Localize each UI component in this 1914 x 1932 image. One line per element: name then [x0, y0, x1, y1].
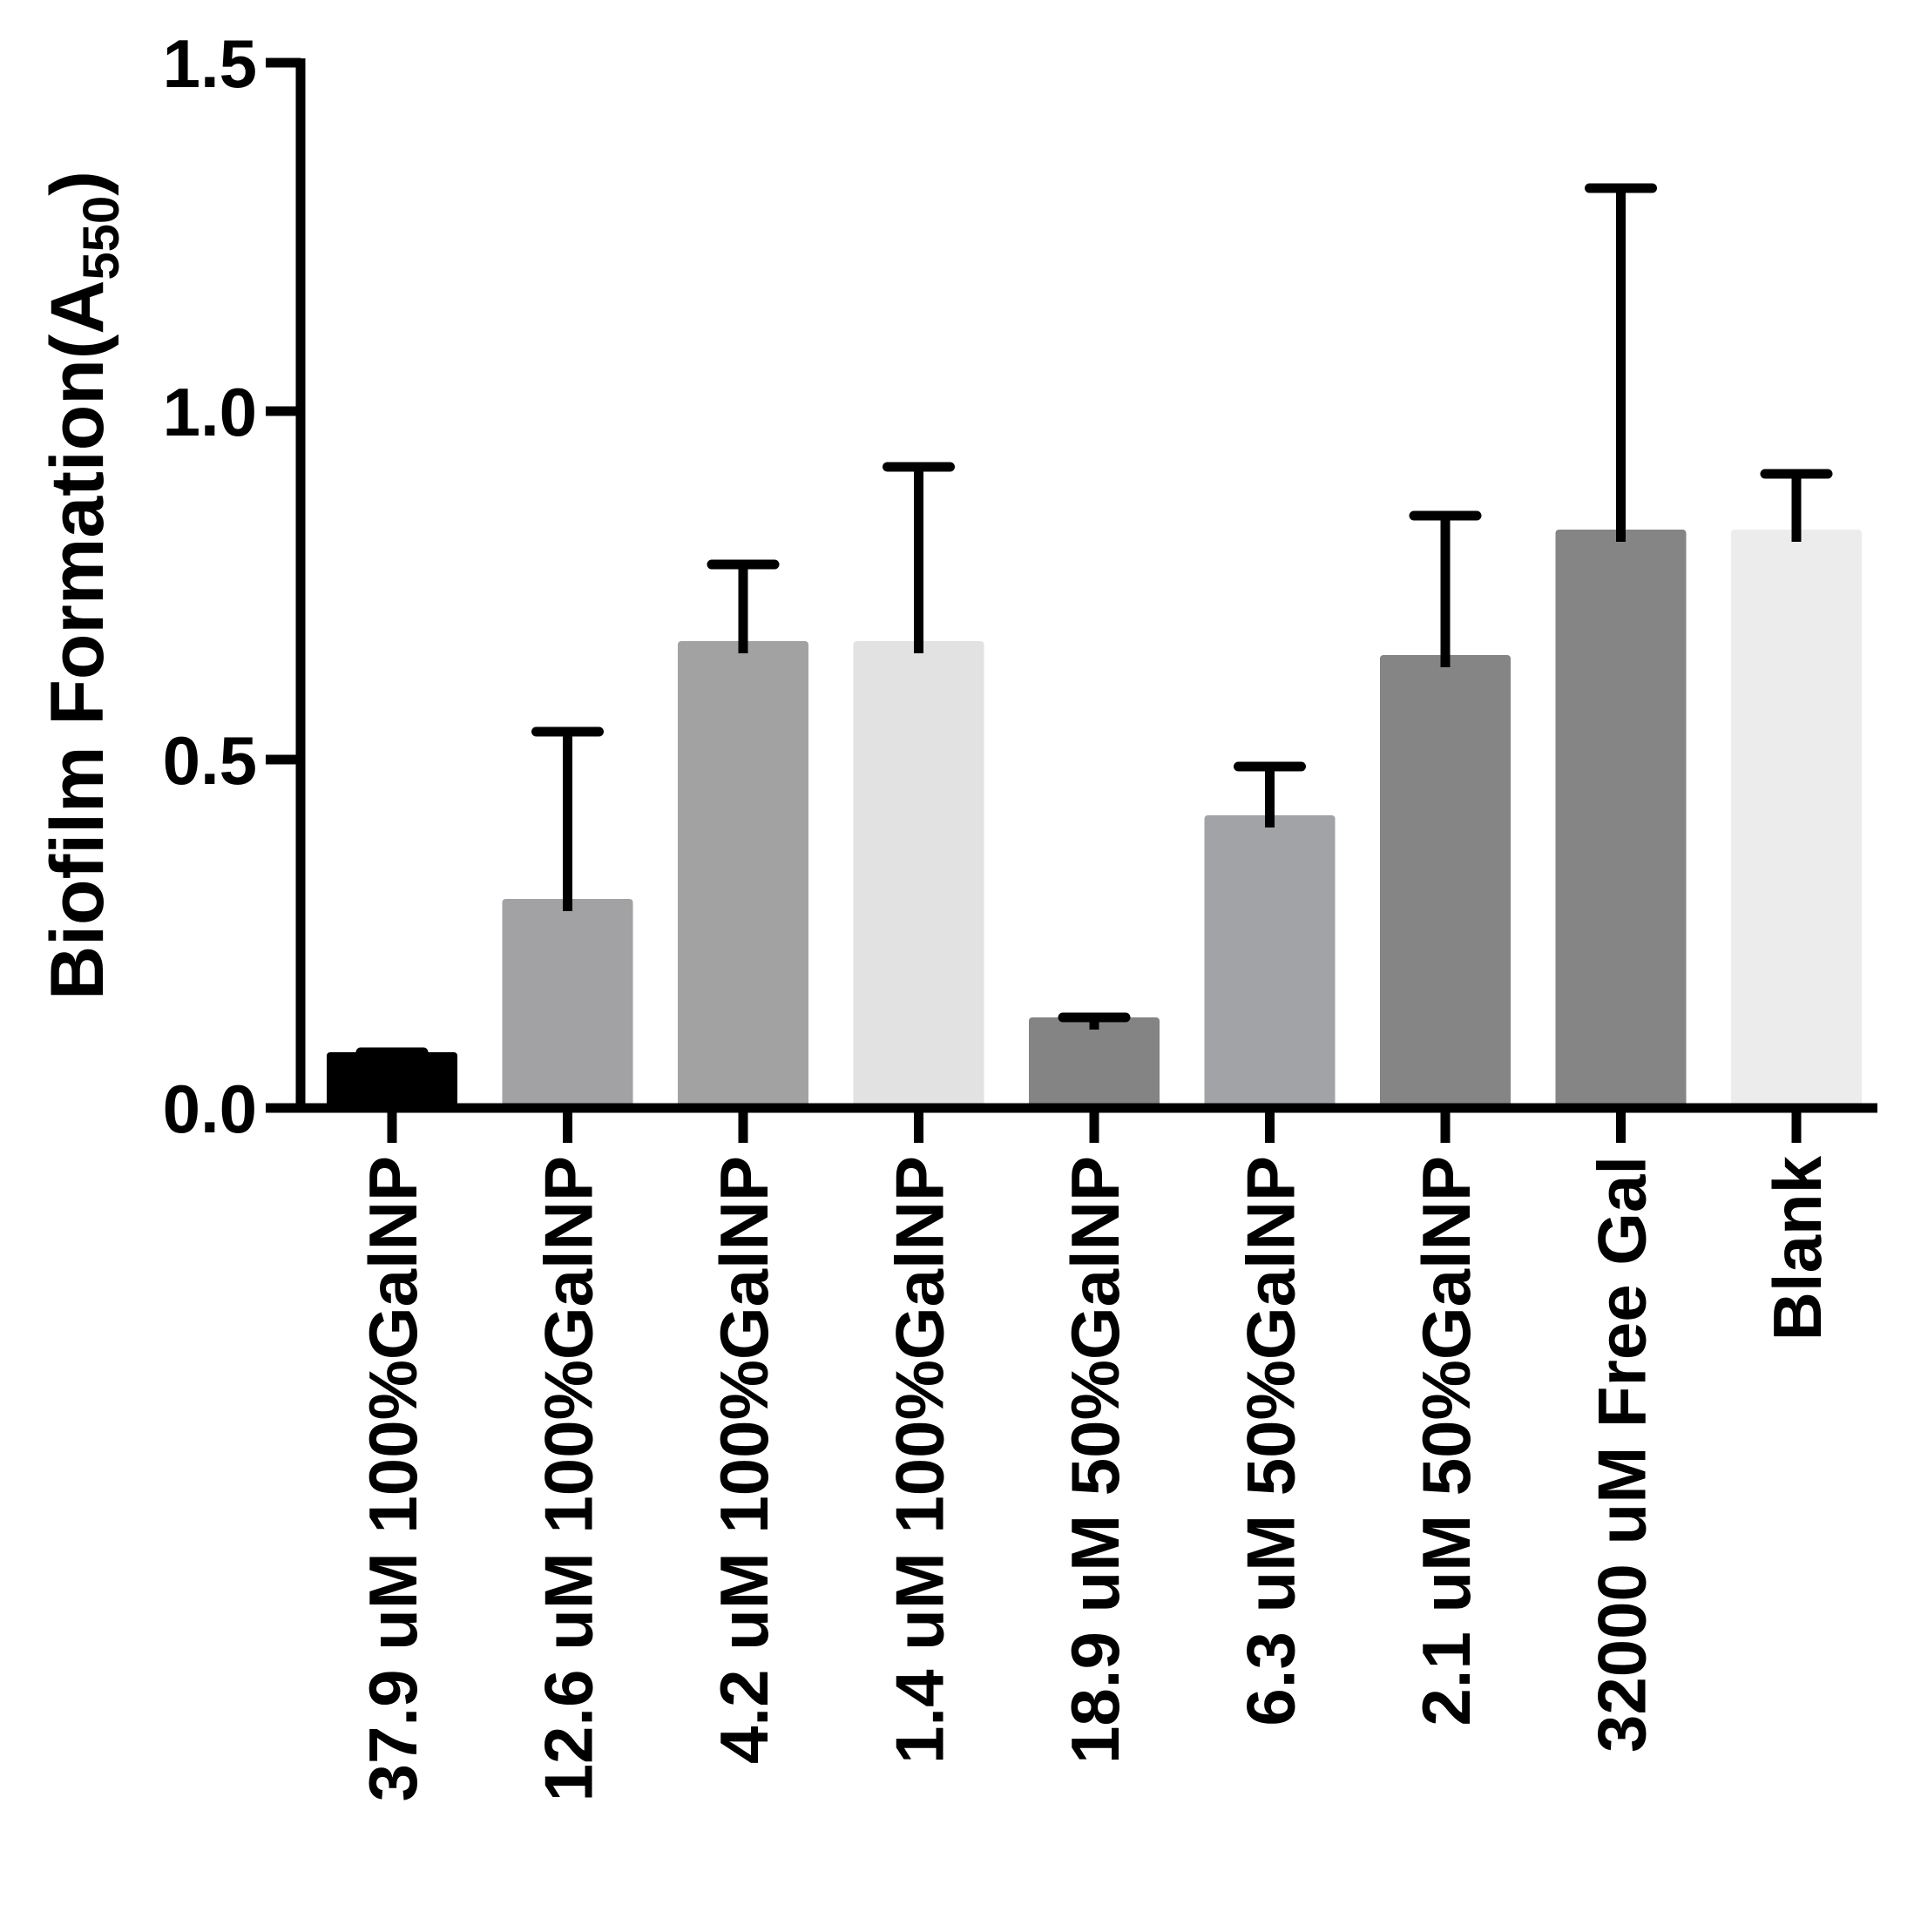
x-axis-ticks: 37.9 uM 100%GalNP 12.6 uM 100%GalNP 4.2 uM… [355, 1108, 1836, 1801]
x-category-label: 4.2 uM 100%GalNP [706, 1156, 782, 1764]
bars [327, 530, 1862, 1108]
y-axis-title-close: ) [36, 171, 119, 196]
bar [1380, 655, 1511, 1108]
x-category-label: 12.6 uM 100%GalNP [531, 1156, 607, 1801]
y-tick-label: 0.5 [163, 722, 257, 799]
bar [678, 641, 808, 1108]
x-category-label: 37.9 uM 100%GalNP [355, 1156, 431, 1801]
y-axis-title-main: Biofilm Formation(A [36, 280, 119, 1000]
y-tick-label: 1.5 [163, 25, 257, 102]
bar [1029, 1017, 1160, 1108]
y-tick-label: 1.0 [163, 374, 257, 450]
bar [327, 1052, 457, 1108]
y-axis-ticks: 0.0 0.5 1.0 1.5 [163, 25, 301, 1147]
bar [1555, 530, 1687, 1108]
x-category-label: Blank [1759, 1155, 1836, 1341]
x-category-label: 32000 uM Free Gal [1584, 1156, 1660, 1753]
bar [1731, 530, 1862, 1108]
y-axis-title: Biofilm Formation(A550) [36, 171, 130, 1000]
x-category-label: 1.4 uM 100%GalNP [882, 1156, 958, 1764]
x-category-label: 6.3 uM 50%GalNP [1233, 1156, 1309, 1726]
bar [853, 641, 984, 1108]
y-axis-title-subscript: 550 [73, 196, 130, 280]
x-category-label: 2.1 uM 50%GalNP [1408, 1156, 1485, 1726]
bar [1204, 815, 1336, 1108]
x-category-label: 18.9 uM 50%GalNP [1057, 1156, 1133, 1764]
bar [502, 899, 633, 1108]
y-tick-label: 0.0 [163, 1071, 257, 1147]
error-bars [355, 183, 1833, 1064]
